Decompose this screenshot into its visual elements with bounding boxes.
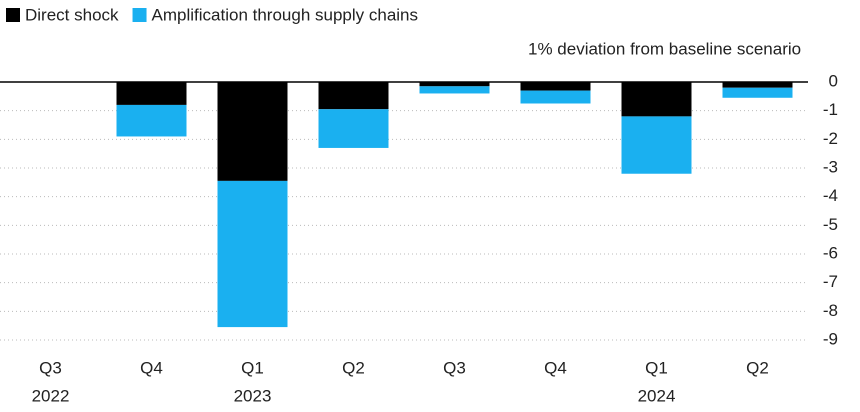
y-tick-label: -9 — [823, 329, 838, 348]
bar-segment — [520, 90, 591, 104]
x-tick-label: Q1 — [241, 358, 264, 377]
legend-label: Amplification through supply chains — [152, 5, 418, 24]
x-tick-label: Q2 — [746, 358, 769, 377]
bar-segment — [116, 82, 187, 105]
x-tick-label: Q1 — [645, 358, 668, 377]
bar-segment — [318, 109, 389, 148]
x-year-label: 2022 — [32, 386, 70, 405]
y-tick-label: -2 — [823, 129, 838, 148]
x-year-label: 2023 — [234, 386, 272, 405]
bar-segment — [621, 116, 692, 174]
x-tick-label: Q4 — [544, 358, 567, 377]
bar-segment — [419, 86, 490, 94]
bar-segment — [217, 180, 288, 328]
y-axis-label: 1% deviation from baseline scenario — [528, 39, 801, 58]
x-tick-label: Q3 — [39, 358, 62, 377]
y-tick-label: -1 — [823, 100, 838, 119]
y-tick-label: -4 — [823, 186, 838, 205]
x-tick-label: Q3 — [443, 358, 466, 377]
y-tick-label: 0 — [829, 71, 838, 90]
legend-swatch — [6, 8, 20, 22]
bar-segment — [318, 82, 389, 110]
legend-label: Direct shock — [25, 5, 119, 24]
x-year-label: 2024 — [638, 386, 676, 405]
bar-segment — [419, 82, 490, 87]
x-tick-label: Q4 — [140, 358, 163, 377]
bar-segment — [520, 82, 591, 91]
y-tick-label: -6 — [823, 243, 838, 262]
y-tick-label: -3 — [823, 157, 838, 176]
y-tick-label: -8 — [823, 301, 838, 320]
y-tick-label: -7 — [823, 272, 838, 291]
legend-swatch — [132, 8, 147, 22]
bar-segment — [722, 87, 793, 98]
bar-segment — [217, 82, 288, 181]
y-tick-label: -5 — [823, 215, 838, 234]
bar-segment — [116, 104, 187, 137]
bar-segment — [621, 82, 692, 117]
x-tick-label: Q2 — [342, 358, 365, 377]
bar-segment — [722, 82, 793, 88]
